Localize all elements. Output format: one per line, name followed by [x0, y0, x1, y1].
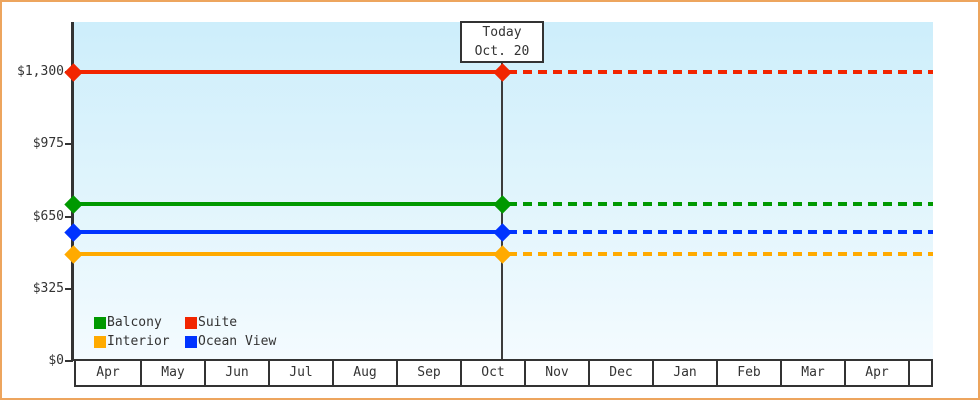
today-date: Oct. 20	[474, 44, 530, 59]
price-line-solid	[74, 252, 502, 257]
price-line-solid	[74, 70, 502, 74]
legend: Balcony Suite Interior Ocean View	[94, 314, 276, 350]
legend-label: Ocean View	[198, 334, 277, 349]
month-cell-empty	[908, 361, 931, 385]
legend-item: Ocean View	[185, 333, 276, 350]
y-tick-mark	[65, 287, 73, 290]
month-cell: May	[140, 361, 204, 385]
y-axis	[71, 22, 74, 361]
legend-swatch	[94, 335, 106, 348]
y-tick-mark	[65, 215, 73, 218]
month-cell: Apr	[76, 361, 140, 385]
x-axis-month-band: Apr May Jun Jul Aug Sep Oct Nov Dec Jan Feb Mar Apr	[74, 359, 933, 387]
month-cell: Feb	[716, 361, 780, 385]
month-cell: Jan	[652, 361, 716, 385]
legend-label: Balcony	[107, 315, 162, 330]
price-line-solid	[74, 230, 502, 235]
y-tick-label: $325	[32, 280, 64, 296]
month-cell: Apr	[844, 361, 908, 385]
y-tick-mark	[65, 360, 73, 362]
price-line-dotted	[502, 252, 933, 257]
month-cell: Jul	[268, 361, 332, 385]
today-marker-box: Today Oct. 20	[460, 21, 544, 63]
price-line-solid	[74, 202, 502, 207]
month-cell: Mar	[780, 361, 844, 385]
y-tick-label: $650	[32, 208, 64, 224]
price-line-dotted	[502, 70, 933, 74]
legend-item: Interior	[94, 333, 185, 350]
y-tick-mark	[65, 143, 73, 146]
price-line-dotted	[502, 230, 933, 235]
month-cell: Sep	[396, 361, 460, 385]
legend-swatch	[185, 316, 197, 329]
legend-item: Suite	[185, 314, 276, 331]
month-cell: Oct	[460, 361, 524, 385]
y-tick-label: $975	[32, 136, 64, 152]
today-label: Today	[482, 25, 522, 40]
month-cell: Dec	[588, 361, 652, 385]
legend-item: Balcony	[94, 314, 185, 331]
legend-label: Suite	[198, 315, 238, 330]
month-cell: Jun	[204, 361, 268, 385]
legend-swatch	[94, 316, 106, 329]
month-cell: Nov	[524, 361, 588, 385]
y-tick-label: $1,300	[17, 64, 64, 79]
month-cell: Aug	[332, 361, 396, 385]
legend-label: Interior	[107, 334, 170, 349]
legend-swatch	[185, 335, 197, 348]
price-line-dotted	[502, 202, 933, 207]
y-tick-label: $0	[48, 353, 64, 368]
